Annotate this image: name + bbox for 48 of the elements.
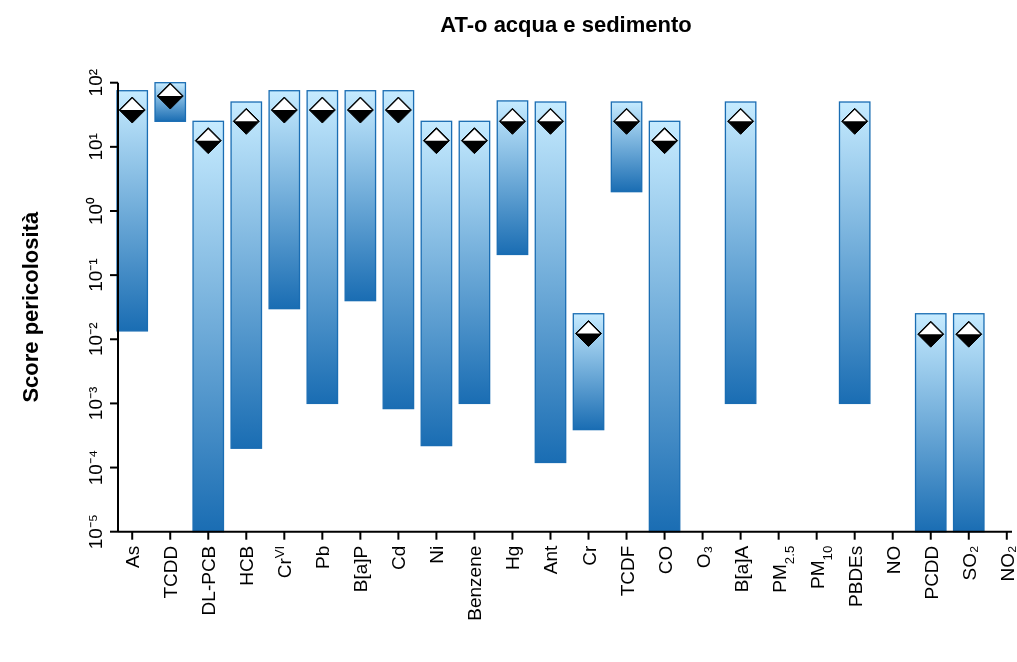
y-tick-label: 10⁻⁵ bbox=[85, 514, 106, 550]
bar bbox=[724, 101, 757, 405]
y-axis-title: Score pericolosità bbox=[18, 211, 43, 403]
y-tick-label: 10⁻¹ bbox=[85, 258, 106, 292]
x-tick-label: HCB bbox=[236, 545, 258, 586]
bar bbox=[914, 313, 947, 533]
y-tick-label: 10⁻² bbox=[85, 322, 106, 357]
bar bbox=[420, 120, 453, 447]
bar bbox=[230, 101, 263, 449]
x-tick-label: As bbox=[122, 545, 144, 568]
x-tick-label: PBDEs bbox=[844, 545, 866, 607]
bar bbox=[838, 101, 871, 405]
x-tick-label: NO₂ bbox=[996, 545, 1017, 582]
bar bbox=[648, 120, 681, 533]
y-tick-label: 10⁻³ bbox=[85, 386, 106, 421]
x-tick-label: Cd bbox=[388, 545, 410, 570]
x-tick-label: Pb bbox=[312, 545, 334, 569]
bar bbox=[496, 100, 529, 256]
bar bbox=[382, 90, 415, 410]
bar bbox=[344, 90, 377, 302]
y-tick-label: 10⁰ bbox=[85, 196, 106, 226]
x-tick-label: O₃ bbox=[692, 545, 714, 569]
y-tick-label: 10² bbox=[85, 68, 106, 97]
x-tick-label: Ant bbox=[540, 544, 562, 575]
bar bbox=[116, 90, 149, 332]
x-tick-label: B[a]P bbox=[350, 545, 372, 593]
bar bbox=[306, 90, 339, 405]
x-tick-label: B[a]A bbox=[730, 545, 752, 593]
bar bbox=[534, 101, 567, 464]
x-tick-label: PCDD bbox=[920, 545, 942, 600]
x-tick-label: DL-PCB bbox=[198, 545, 220, 616]
x-tick-label: Hg bbox=[502, 545, 524, 570]
bar bbox=[952, 313, 985, 533]
x-tick-label: Benzene bbox=[464, 545, 486, 621]
y-tick-label: 10¹ bbox=[85, 133, 106, 161]
bar bbox=[572, 313, 605, 431]
bar bbox=[192, 120, 225, 533]
chart-title: AT-o acqua e sedimento bbox=[440, 12, 692, 37]
x-tick-label: SO₂ bbox=[958, 545, 980, 581]
x-tick-label: Cr bbox=[578, 545, 600, 566]
x-tick-label: NO bbox=[882, 545, 904, 575]
bar bbox=[268, 90, 301, 310]
y-tick-label: 10⁻⁴ bbox=[85, 449, 106, 486]
x-tick-label: CO bbox=[654, 545, 676, 575]
bar bbox=[458, 120, 491, 405]
x-tick-label: Ni bbox=[426, 545, 448, 564]
x-tick-label: TCDD bbox=[160, 545, 182, 599]
x-tick-label: TCDF bbox=[616, 545, 638, 597]
